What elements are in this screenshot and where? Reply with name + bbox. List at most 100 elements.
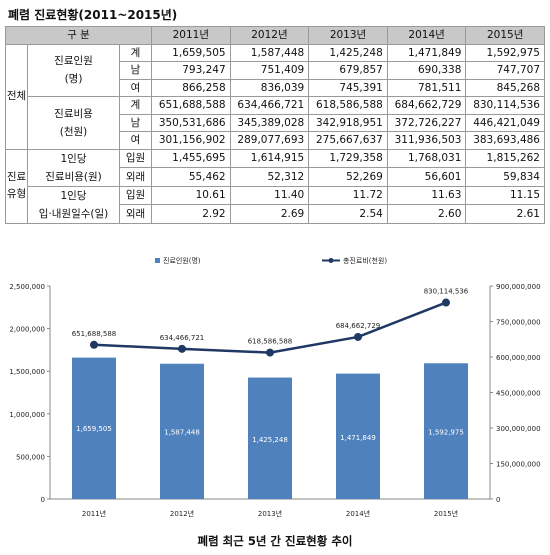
- table-cell: 830,114,536: [465, 96, 545, 115]
- table-row: 남 350,531,686 345,389,028 342,918,951 372,72…: [6, 113, 545, 132]
- y-left-tick-label: 0: [41, 496, 45, 504]
- table-cell: 1,815,262: [465, 148, 545, 168]
- table-cell: 836,039: [229, 78, 310, 97]
- bar: [160, 363, 204, 499]
- table-cell: 56,601: [386, 167, 467, 187]
- table-cell: 618,586,588: [308, 96, 388, 115]
- table-cell: 275,667,637: [308, 131, 388, 150]
- x-tick-label: 2011년: [82, 509, 106, 518]
- table-cell: 1,768,031: [386, 148, 467, 168]
- table-cell: 2.61: [465, 204, 545, 224]
- y-right-tick-label: 600,000,000: [496, 354, 541, 362]
- y-left-tick-label: 1,500,000: [9, 368, 45, 376]
- table-cell: 2.60: [386, 204, 467, 224]
- x-tick-label: 2012년: [170, 509, 194, 518]
- table-header-row: 구 분 2011년 2012년 2013년 2014년 2015년: [4, 26, 545, 45]
- header-label: 구 분: [4, 26, 153, 45]
- y-right-tick-label: 900,000,000: [496, 283, 541, 291]
- table-cell: 1,471,849: [386, 43, 467, 62]
- group-label: 진료인원 (명): [27, 43, 120, 97]
- header-year: 2014년: [386, 26, 467, 45]
- table-cell: 52,312: [229, 167, 310, 187]
- stats-table: 구 분 2011년 2012년 2013년 2014년 2015년 전체 진료인원…: [4, 26, 545, 224]
- table-cell: 1,587,448: [229, 43, 310, 62]
- x-tick-label: 2013년: [258, 509, 282, 518]
- table-row: 진료비용 (천원) 계 651,688,588 634,466,721 618,586,…: [6, 96, 545, 150]
- table-cell: 11.63: [386, 185, 467, 205]
- table-row: 외래 2.92 2.69 2.54 2.60 2.61: [6, 204, 545, 224]
- line-point: [266, 348, 274, 357]
- row-sub-label: 외래: [118, 204, 153, 224]
- combo-chart: 0 500,000 1,000,000 1,500,000 2,000,000 2,500…: [9, 256, 541, 518]
- y-left-tick-label: 2,000,000: [9, 326, 45, 334]
- table-row: 진료유형 1인당 진료비용(원) 입원 1,455,695 1,614,915 1,729…: [5, 148, 545, 224]
- section-total-label: 전체: [5, 43, 28, 150]
- bar-value-label: 1,587,448: [164, 429, 200, 437]
- table-cell: 2.92: [151, 204, 231, 224]
- table-body: 전체 진료인원 (명) 계 1,659,505 1,587,448 1,425,248 1,…: [5, 43, 545, 224]
- chart-caption: 폐렴 최근 5년 간 진료현황 추이: [197, 534, 353, 548]
- table-cell: 11.40: [229, 185, 310, 205]
- bar-value-label: 1,471,849: [340, 434, 376, 442]
- y-left-tick-label: 2,500,000: [9, 283, 45, 291]
- row-sub-label: 남: [118, 113, 153, 132]
- line-value-label: 830,114,536: [424, 288, 469, 296]
- bar-value-label: 1,659,505: [76, 425, 112, 433]
- table-cell: 866,258: [151, 78, 231, 97]
- table-cell: 1,614,915: [229, 148, 310, 168]
- table-cell: 793,247: [151, 61, 231, 80]
- x-tick-label: 2015년: [434, 509, 458, 518]
- table-row: 외래 55,462 52,312 52,269 56,601 59,834: [6, 167, 545, 187]
- table-cell: 342,918,951: [308, 113, 388, 132]
- table-cell: 11.72: [308, 185, 388, 205]
- group-label: 진료비용 (천원): [27, 96, 120, 150]
- bar-value-label: 1,425,248: [252, 436, 288, 444]
- header-year: 2011년: [151, 26, 231, 45]
- table-cell: 383,693,486: [465, 131, 545, 150]
- line-point: [178, 344, 186, 353]
- header-year: 2015년: [465, 26, 545, 45]
- table-cell: 372,726,227: [386, 113, 467, 132]
- line-point: [442, 298, 450, 307]
- bar: [336, 373, 380, 499]
- table-cell: 1,729,358: [308, 148, 388, 168]
- legend-bar-label: 진료인원(명): [163, 256, 201, 265]
- line-value-label: 618,586,588: [248, 338, 293, 346]
- group-label: 1인당 진료비용(원): [27, 148, 120, 187]
- table-cell: 1,425,248: [308, 43, 388, 62]
- y-right-tick-label: 750,000,000: [496, 319, 541, 327]
- table-cell: 745,391: [308, 78, 388, 97]
- table-cell: 11.15: [465, 185, 545, 205]
- section-type-label: 진료유형: [5, 148, 28, 224]
- table-cell: 350,531,686: [151, 113, 231, 132]
- row-sub-label: 여: [118, 131, 153, 150]
- row-sub-label: 남: [118, 61, 153, 80]
- line-value-label: 684,662,729: [336, 322, 381, 330]
- row-sub-label: 입원: [118, 185, 153, 205]
- line-value-label: 651,688,588: [72, 330, 117, 338]
- y-left-tick-label: 1,000,000: [9, 411, 45, 419]
- table-cell: 59,834: [465, 167, 545, 187]
- bar: [72, 357, 116, 499]
- table-cell: 10.61: [151, 185, 231, 205]
- table-cell: 289,077,693: [229, 131, 310, 150]
- table-cell: 1,592,975: [465, 43, 545, 62]
- legend-bar-swatch: [155, 258, 160, 263]
- table-cell: 446,421,049: [465, 113, 545, 132]
- table-cell: 651,688,588: [151, 96, 231, 115]
- table-cell: 311,936,503: [386, 131, 467, 150]
- y-right-tick-label: 300,000,000: [496, 425, 541, 433]
- table-cell: 1,455,695: [151, 148, 231, 168]
- table-cell: 690,338: [386, 61, 467, 80]
- table-cell: 751,409: [229, 61, 310, 80]
- table-cell: 55,462: [151, 167, 231, 187]
- table-cell: 747,707: [465, 61, 545, 80]
- table-row: 1인당 입·내원일수(일) 입원 10.61 11.40 11.72 11.63 11.15: [6, 185, 545, 224]
- table-cell: 781,511: [386, 78, 467, 97]
- bar-value-label: 1,592,975: [428, 428, 464, 436]
- y-left-tick-label: 500,000: [16, 453, 45, 461]
- group-label: 1인당 입·내원일수(일): [27, 185, 120, 224]
- table-cell: 634,466,721: [229, 96, 310, 115]
- table-cell: 345,389,028: [229, 113, 310, 132]
- row-sub-label: 계: [118, 96, 153, 115]
